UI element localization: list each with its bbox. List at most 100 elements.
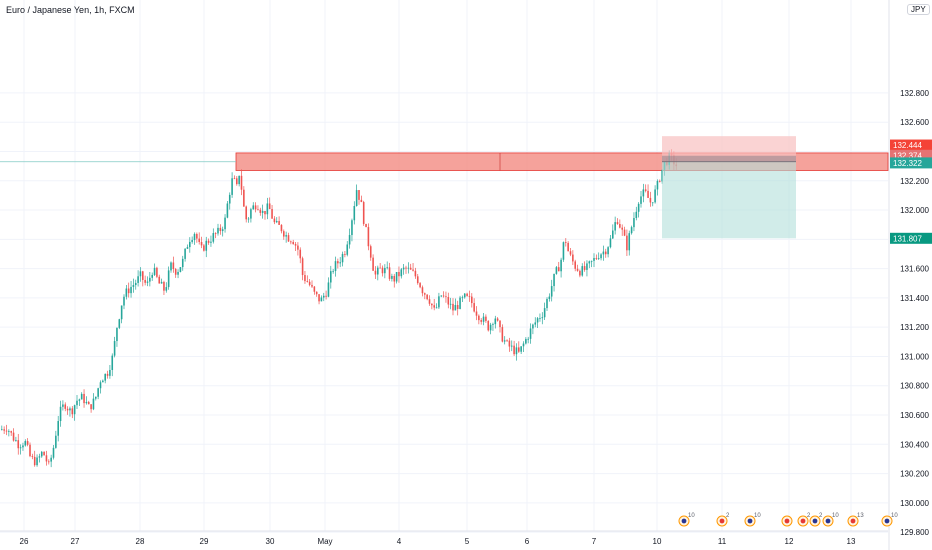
event-count: 13 — [857, 513, 864, 519]
candle-down — [496, 318, 499, 321]
price-axis[interactable]: 129.800 130.000 130.200 130.400 130.600 130.8… — [888, 0, 932, 550]
candle-down — [301, 258, 304, 276]
candle-up — [76, 400, 78, 406]
candle-down — [433, 305, 435, 308]
y-tick-label: 129.800 — [900, 528, 929, 537]
candle-up — [160, 281, 163, 284]
candle-up — [440, 295, 443, 297]
candle-up — [534, 322, 537, 325]
event-count: 2 — [807, 513, 811, 519]
candle-up — [597, 258, 600, 259]
candle-up — [275, 221, 278, 223]
candle-down — [381, 267, 384, 274]
candle-up — [543, 308, 546, 318]
candle-up — [191, 240, 193, 242]
candle-up — [177, 271, 179, 275]
candle-down — [233, 178, 236, 180]
x-tick-label: 7 — [592, 537, 597, 546]
candle-down — [358, 190, 360, 200]
candle-up — [628, 233, 631, 251]
candle-up — [130, 286, 132, 294]
candle-up — [482, 316, 485, 322]
chart-grid — [0, 0, 888, 533]
candle-up — [555, 267, 558, 274]
candle-up — [120, 305, 123, 320]
short-position[interactable] — [662, 136, 796, 239]
candle-up — [261, 210, 264, 213]
candle-down — [142, 271, 144, 280]
candle-up — [167, 270, 170, 288]
candle-up — [170, 262, 172, 271]
candle-down — [416, 276, 419, 284]
candle-up — [400, 269, 403, 277]
candle-down — [292, 242, 294, 245]
candle-down — [198, 238, 200, 242]
candle-up — [546, 298, 548, 309]
candle-up — [228, 194, 231, 204]
candle-down — [10, 431, 12, 433]
candle-up — [560, 259, 562, 272]
candle-down — [508, 340, 511, 347]
event-count: 10 — [832, 513, 839, 519]
event-count: 10 — [688, 513, 695, 519]
candle-down — [344, 253, 346, 255]
candle-up — [226, 203, 229, 218]
candle-down — [431, 303, 433, 306]
candle-down — [466, 293, 468, 296]
candle-down — [280, 224, 283, 232]
candle-up — [322, 295, 325, 298]
candle-up — [320, 297, 323, 302]
time-axis[interactable]: 26 27 28 29 30 May 4 5 6 7 10 11 12 13 — [0, 530, 888, 546]
y-tick-label: 130.200 — [900, 470, 929, 479]
candle-up — [181, 258, 184, 268]
candle-down — [297, 245, 299, 250]
candle-down — [315, 291, 318, 295]
currency-badge[interactable]: JPY — [907, 4, 930, 15]
candle-up — [492, 324, 494, 325]
candle-down — [26, 441, 29, 445]
candle-up — [95, 396, 97, 399]
x-tick-label: 28 — [136, 537, 145, 546]
candle-up — [640, 196, 642, 204]
candle-up — [651, 202, 654, 204]
candle-up — [522, 343, 525, 347]
candle-up — [330, 271, 332, 283]
candle-down — [659, 180, 661, 182]
candle-up — [137, 276, 139, 283]
candle-up — [532, 324, 534, 329]
candle-up — [339, 262, 341, 264]
candle-down — [419, 283, 421, 288]
candle-down — [623, 229, 626, 236]
candle-down — [595, 257, 598, 259]
take-profit-area — [662, 161, 796, 239]
candle-down — [278, 221, 280, 225]
candle-down — [576, 268, 579, 271]
y-tick-label: 132.600 — [900, 118, 929, 127]
candle-up — [231, 178, 233, 195]
candle-down — [240, 175, 243, 190]
event-count: 10 — [891, 513, 898, 519]
candle-up — [238, 175, 240, 185]
x-tick-label: 12 — [785, 537, 794, 546]
candle-down — [475, 311, 478, 316]
candle-up — [134, 282, 137, 286]
candle-up — [193, 233, 196, 241]
candle-down — [616, 222, 619, 224]
candle-up — [92, 398, 95, 410]
x-tick-label: May — [317, 537, 332, 546]
candle-up — [586, 263, 588, 270]
candle-up — [52, 447, 55, 458]
candle-down — [405, 267, 407, 269]
candle-up — [459, 297, 461, 309]
candle-down — [412, 269, 414, 271]
candle-down — [17, 440, 20, 449]
candle-up — [69, 408, 71, 411]
candle-down — [45, 455, 48, 462]
candle-up — [104, 373, 106, 381]
candle-up — [527, 338, 529, 340]
candle-up — [529, 328, 532, 339]
candle-up — [341, 253, 344, 263]
candle-up — [99, 382, 102, 389]
candle-down — [304, 275, 306, 282]
